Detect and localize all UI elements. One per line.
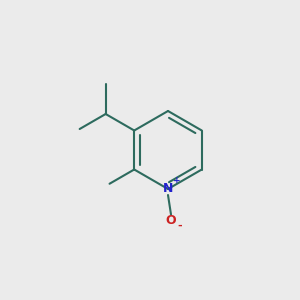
Text: N: N	[163, 182, 173, 196]
Text: -: -	[177, 221, 182, 231]
Text: O: O	[166, 214, 176, 227]
Text: +: +	[173, 176, 181, 185]
